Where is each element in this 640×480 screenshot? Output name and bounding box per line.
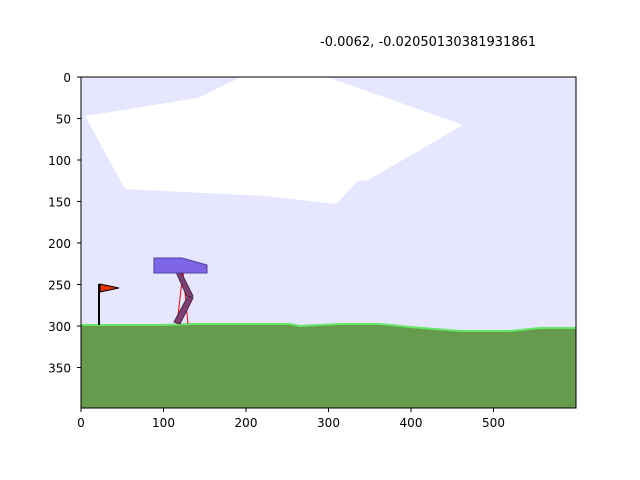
x-tick-label: 100 [152,416,175,430]
x-tick-label: 400 [400,416,423,430]
grass-edge [81,323,576,332]
state-readout: -0.0062, -0.02050130381931861 [320,35,537,50]
x-tick-label: 0 [77,416,85,430]
bipedal-walker [153,257,208,325]
y-tick-label: 200 [48,237,71,251]
y-tick-label: 100 [48,154,71,168]
y-tick-label: 250 [48,279,71,293]
x-tick-label: 300 [317,416,340,430]
y-tick-label: 150 [48,196,71,210]
walker-hull [153,257,208,274]
game-frame [80,76,577,409]
y-tick-label: 350 [48,362,71,376]
x-axis: 0 100 200 300 400 500 [77,408,505,430]
y-tick-label: 300 [48,320,71,334]
flag-cloth [99,283,120,293]
cloud-shape [85,77,463,204]
x-tick-label: 200 [235,416,258,430]
x-tick-label: 500 [482,416,505,430]
flag-icon [98,283,120,325]
y-axis: 0 50 100 150 200 250 300 350 [48,71,81,376]
y-tick-label: 0 [63,71,71,85]
terrain-ground [81,324,576,408]
y-tick-label: 50 [56,113,71,127]
walker-leg-lower [173,295,194,325]
